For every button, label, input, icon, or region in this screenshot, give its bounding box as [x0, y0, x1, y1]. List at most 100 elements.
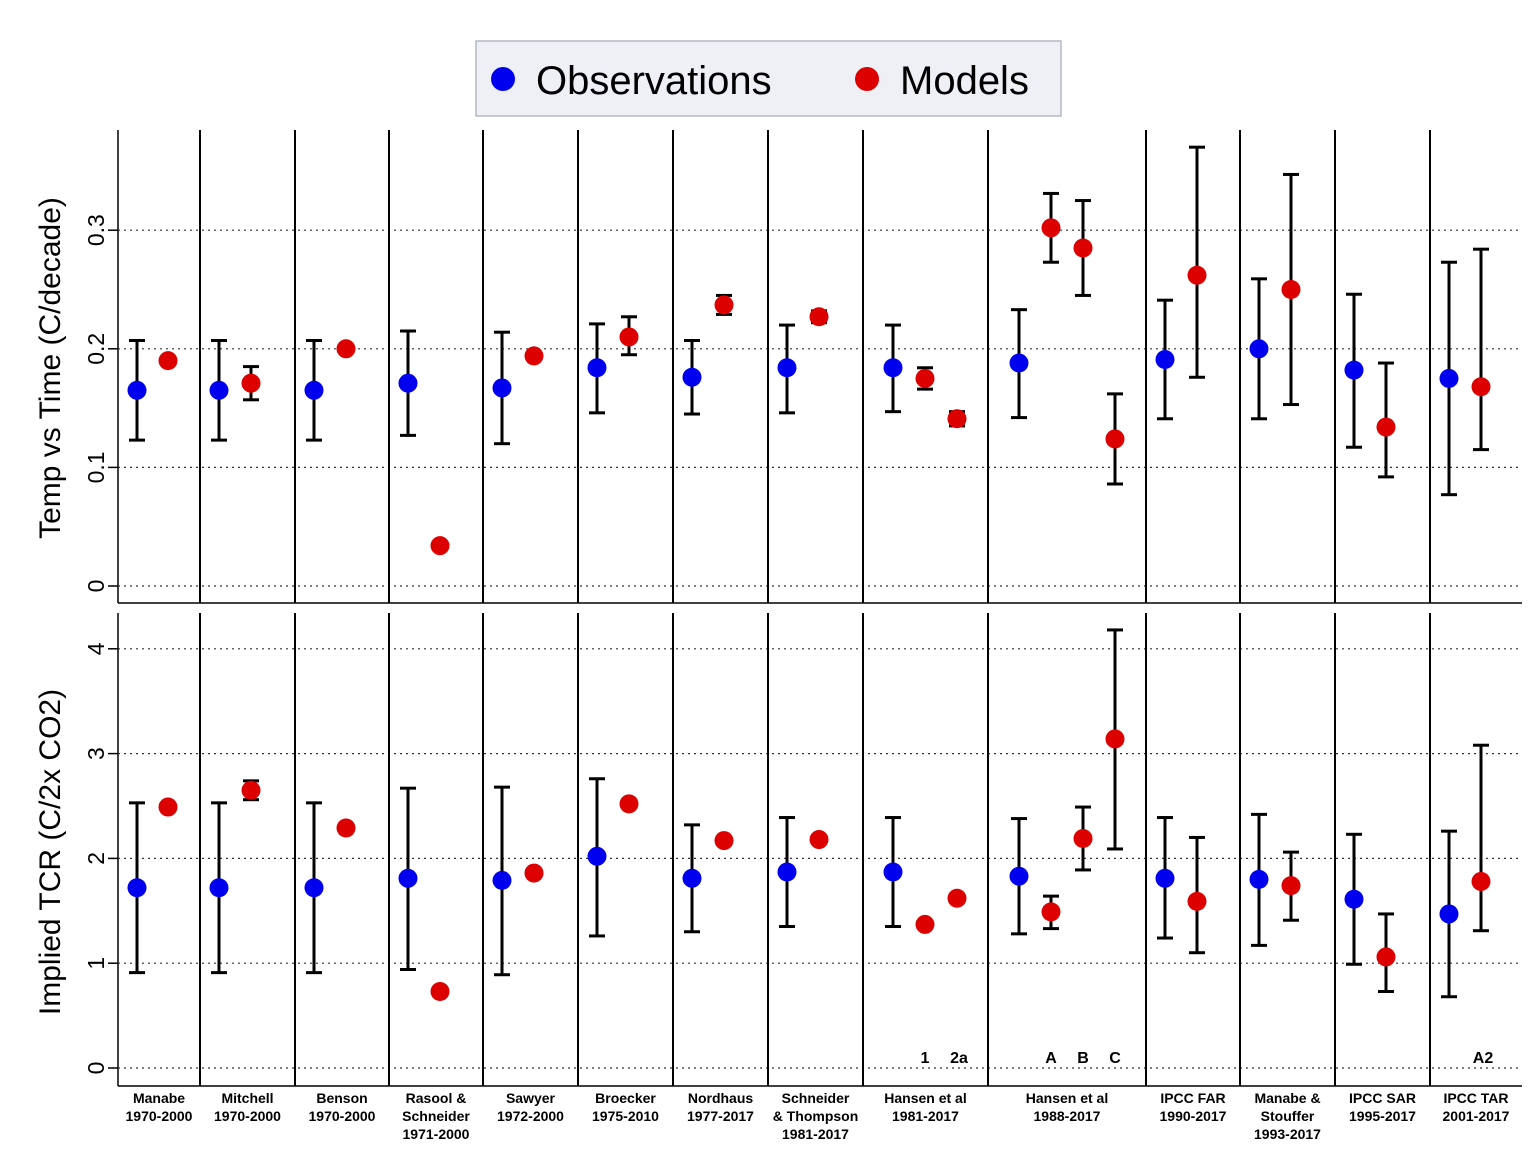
bottom-models-point: [619, 794, 639, 814]
x-category-label: Manabe & Stouffer 1993-2017: [1254, 1090, 1321, 1142]
bottom-observations-point: [127, 878, 147, 898]
x-category-label: IPCC TAR 2001-2017: [1443, 1090, 1510, 1124]
x-category-label: Nordhaus 1977-2017: [687, 1090, 754, 1124]
bottom-models-point: [1105, 729, 1125, 749]
x-category-label: Sawyer 1972-2000: [497, 1090, 564, 1124]
top-observations-point: [1344, 360, 1364, 380]
x-category-label: Rasool & Schneider 1971-2000: [402, 1090, 470, 1142]
x-category-label: Benson 1970-2000: [309, 1090, 376, 1124]
bottom-y-tick-label: 2: [83, 852, 109, 865]
top-models-point: [158, 351, 178, 371]
x-category-label: Broecker 1975-2010: [592, 1090, 659, 1124]
top-models-point: [947, 409, 967, 429]
legend-marker-models: [855, 67, 879, 91]
bottom-models-point: [947, 888, 967, 908]
bottom-models-point: [430, 981, 450, 1001]
legend-marker-observations: [491, 67, 515, 91]
top-observations-point: [1009, 353, 1029, 373]
bottom-models-point: [1041, 902, 1061, 922]
x-category-label: IPCC FAR 1990-2017: [1160, 1090, 1227, 1124]
bottom-observations-point: [587, 846, 607, 866]
top-observations-point: [587, 358, 607, 378]
bottom-y-tick-label: 0: [83, 1062, 109, 1075]
x-category-label: Manabe 1970-2000: [126, 1090, 193, 1124]
top-models-point: [1376, 417, 1396, 437]
top-models-point: [714, 295, 734, 315]
legend-label-observations: Observations: [536, 59, 772, 103]
bottom-observations-point: [1009, 866, 1029, 886]
bottom-observations-point: [1249, 869, 1269, 889]
bottom-y-tick-label: 4: [83, 642, 109, 655]
scenario-label: C: [1109, 1050, 1121, 1067]
top-observations-point: [492, 378, 512, 398]
legend-box: [475, 40, 1062, 117]
top-models-point: [915, 368, 935, 388]
bottom-observations-point: [1439, 904, 1459, 924]
bottom-y-axis-label: Implied TCR (C/2x CO2): [34, 689, 67, 1015]
top-y-tick-label: 0.2: [83, 333, 109, 365]
top-observations-point: [209, 380, 229, 400]
top-models-point: [1105, 429, 1125, 449]
bottom-models-point: [524, 863, 544, 883]
top-models-point: [1281, 280, 1301, 299]
top-observations-point: [682, 367, 702, 387]
bottom-models-point: [241, 780, 261, 800]
top-y-tick-label: 0: [83, 580, 109, 593]
top-observations-point: [1439, 368, 1459, 388]
top-models-point: [619, 327, 639, 347]
bottom-observations-point: [682, 868, 702, 888]
top-models-point: [809, 307, 829, 327]
bottom-observations-point: [209, 878, 229, 898]
bottom-models-point: [158, 797, 178, 817]
top-observations-point: [127, 380, 147, 400]
top-y-tick-label: 0.3: [83, 214, 109, 246]
x-category-label: Schneider & Thompson 1981-2017: [773, 1090, 859, 1142]
bottom-y-tick-label: 1: [83, 957, 109, 970]
top-models-point: [1041, 218, 1061, 238]
top-models-point: [524, 346, 544, 366]
bottom-models-point: [1471, 871, 1491, 891]
bottom-y-tick-label: 3: [83, 747, 109, 760]
top-models-point: [1471, 377, 1491, 397]
bottom-models-point: [714, 831, 734, 851]
top-y-tick-label: 0.1: [83, 451, 109, 483]
x-category-label: IPCC SAR 1995-2017: [1349, 1090, 1416, 1124]
bottom-observations-point: [1155, 868, 1175, 888]
bottom-models-point: [1281, 876, 1301, 896]
x-category-label: Hansen et al 1988-2017: [1026, 1090, 1108, 1124]
top-observations-point: [1249, 339, 1269, 359]
bottom-models-point: [1376, 947, 1396, 967]
top-observations-point: [777, 358, 797, 378]
scenario-label: 1: [921, 1050, 930, 1067]
top-models-point: [430, 536, 450, 556]
plot-area: 0 0.1 0.2 0.3 0 1 2 3 4 1 2a A B C A2 Manabe 1970-2000 Mi…: [83, 130, 1522, 1142]
top-observations-point: [883, 358, 903, 378]
bottom-observations-point: [398, 868, 418, 888]
bottom-models-point: [336, 818, 356, 838]
scenario-label: A2: [1473, 1050, 1494, 1067]
bottom-models-point: [1073, 828, 1093, 848]
top-y-axis-label: Temp vs Time (C/decade): [34, 197, 67, 539]
bottom-observations-point: [777, 862, 797, 882]
scenario-label: B: [1077, 1050, 1089, 1067]
bottom-models-point: [915, 914, 935, 934]
scenario-label: A: [1045, 1050, 1057, 1067]
legend-label-models: Models: [900, 59, 1029, 103]
legend: Observations Models: [475, 40, 1062, 117]
top-observations-point: [1155, 349, 1175, 369]
top-models-point: [241, 373, 261, 393]
top-models-point: [1187, 265, 1207, 285]
scenario-label: 2a: [950, 1050, 968, 1067]
top-models-point: [336, 339, 356, 359]
x-category-label: Mitchell 1970-2000: [214, 1090, 281, 1124]
bottom-observations-point: [1344, 889, 1364, 909]
bottom-observations-point: [492, 870, 512, 890]
bottom-observations-point: [304, 878, 324, 898]
top-observations-point: [304, 380, 324, 400]
top-observations-point: [398, 373, 418, 393]
x-category-label: Hansen et al 1981-2017: [884, 1090, 966, 1124]
top-models-point: [1073, 238, 1093, 258]
bottom-models-point: [809, 830, 829, 850]
bottom-models-point: [1187, 891, 1207, 911]
